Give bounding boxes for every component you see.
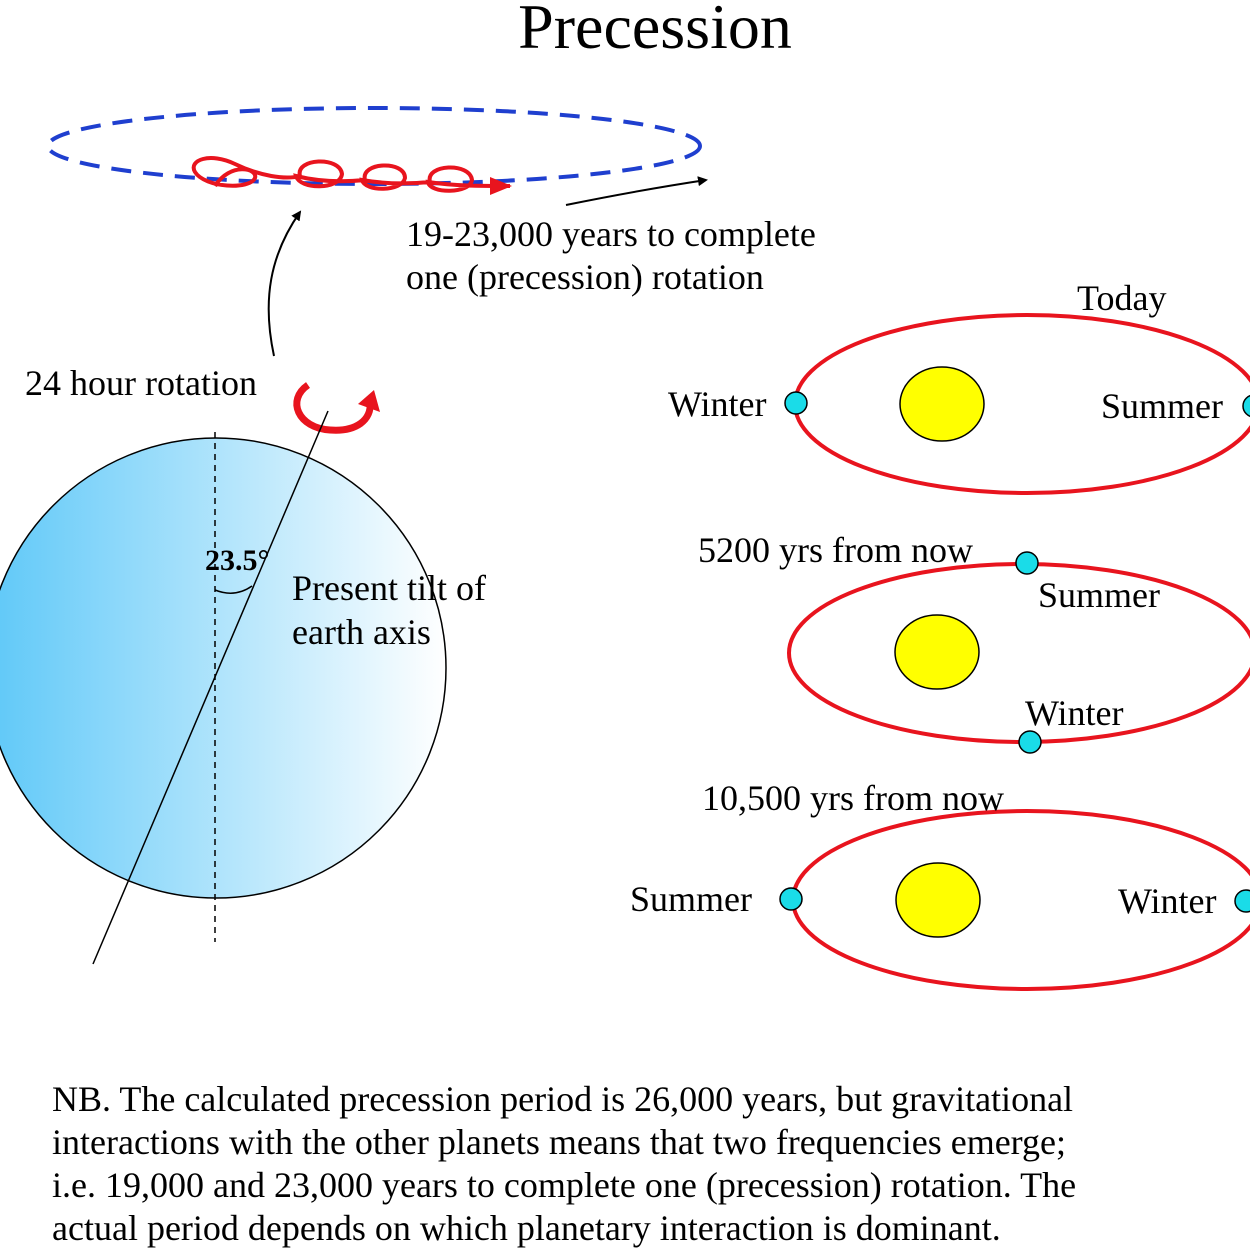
precession-ellipse [46,106,702,186]
precession-caption-line2: one (precession) rotation [406,257,764,297]
note-line-2: interactions with the other planets mean… [52,1122,1066,1162]
orbit-10500-winter: Winter [1118,881,1217,921]
season-marker-winter [1018,730,1042,754]
note-paragraph: NB. The calculated precession period is … [52,1079,1076,1248]
note-line-4: actual period depends on which planetary… [52,1208,1001,1248]
sun-today [899,366,985,442]
orbit-5200-label: 5200 yrs from now [698,530,973,570]
sun-5200 [894,614,980,690]
orbit-5200-ellipse [787,562,1250,744]
rotation-to-precession-arrow [267,210,302,357]
season-marker-winter [784,391,808,415]
orbit-today [784,313,1250,495]
earth-globe [0,437,447,899]
orbit-10500 [779,809,1250,991]
rotation-label: 24 hour rotation [25,363,257,403]
note-line-3: i.e. 19,000 and 23,000 years to complete… [52,1165,1076,1205]
rotation-arrow-icon [293,382,380,434]
season-marker-summer [1242,394,1250,418]
tilt-angle-label: 23.5° [205,544,270,577]
orbit-5200-winter: Winter [1025,693,1124,733]
season-marker-summer [779,887,803,911]
precession-path [46,106,708,206]
orbit-5200-summer: Summer [1038,575,1160,615]
tilt-caption-line1: Present tilt of [292,568,486,608]
note-line-1: NB. The calculated precession period is … [52,1079,1073,1119]
page-title: Precession [518,0,792,62]
orbit-10500-summer: Summer [630,879,752,919]
precession-loops [191,156,512,195]
season-marker-summer [1015,551,1039,575]
orbit-today-winter: Winter [668,384,767,424]
orbit-today-summer: Summer [1101,386,1223,426]
tilt-caption-line2: earth axis [292,612,431,652]
precession-caption-line1: 19-23,000 years to complete [406,214,816,254]
season-marker-winter [1234,889,1250,913]
orbit-5200 [787,551,1250,754]
sun-10500 [895,862,981,938]
earth-axis-line [92,410,329,965]
precession-direction-arrow [565,176,708,206]
tilt-angle-arc [214,585,253,594]
orbit-10500-label: 10,500 yrs from now [702,778,1004,818]
earth [0,410,447,965]
orbit-today-label: Today [1077,278,1166,318]
